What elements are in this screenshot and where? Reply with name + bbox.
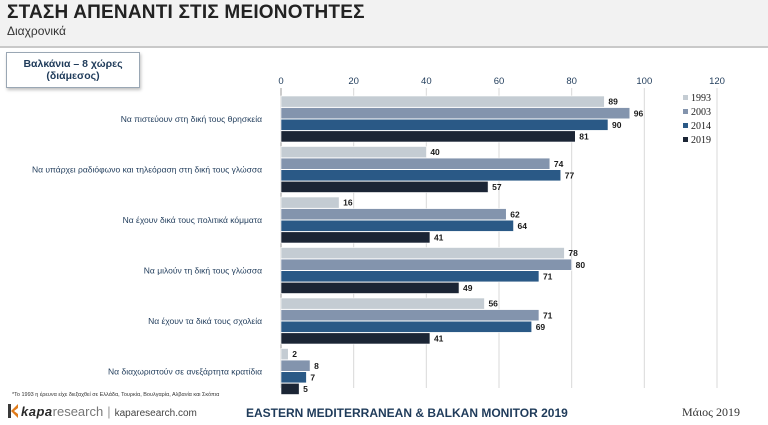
company-logo: kaparesearch | kaparesearch.com bbox=[8, 404, 197, 419]
category-label: Να υπάρχει ραδιόφωνο και τηλεόραση στη δ… bbox=[32, 165, 262, 175]
header-bar bbox=[0, 0, 768, 46]
bar bbox=[280, 281, 460, 294]
legend-swatch bbox=[683, 137, 688, 142]
category-label: Να μιλούν τη δική τους γλώσσα bbox=[144, 266, 262, 276]
legend-label: 1993 bbox=[691, 93, 711, 104]
region-label-line1: Βαλκάνια – 8 χώρες bbox=[23, 58, 123, 70]
data-label: 41 bbox=[434, 233, 444, 243]
bar bbox=[280, 247, 565, 259]
bar bbox=[280, 320, 532, 333]
legend-label: 2003 bbox=[691, 107, 711, 118]
data-label: 71 bbox=[543, 310, 553, 320]
data-label: 57 bbox=[492, 182, 502, 192]
bar bbox=[280, 231, 431, 244]
bar bbox=[280, 359, 311, 372]
x-tick-label: 100 bbox=[636, 76, 652, 87]
bar bbox=[280, 297, 485, 310]
logo-research-text: research bbox=[52, 404, 104, 419]
bar bbox=[280, 146, 427, 158]
logo-kapa-text: kapa bbox=[21, 404, 53, 419]
data-label: 16 bbox=[343, 198, 353, 208]
page-subtitle: Διαχρονικά bbox=[7, 24, 66, 38]
report-date: Μάιος 2019 bbox=[682, 405, 740, 419]
bar bbox=[280, 332, 431, 345]
data-label: 64 bbox=[518, 221, 528, 231]
category-label: Να πιστεύουν στη δική τους θρησκεία bbox=[121, 114, 262, 124]
bar bbox=[280, 371, 307, 384]
legend-swatch bbox=[683, 123, 688, 128]
data-label: 74 bbox=[554, 159, 564, 169]
data-label: 69 bbox=[536, 322, 546, 332]
region-label-box: Βαλκάνια – 8 χώρες (διάμεσος) bbox=[6, 52, 140, 88]
bar bbox=[280, 157, 551, 170]
bar bbox=[280, 208, 507, 221]
bar bbox=[280, 382, 300, 395]
data-label: 56 bbox=[488, 299, 498, 309]
header-divider bbox=[0, 46, 768, 48]
bar bbox=[280, 107, 631, 120]
legend-label: 2014 bbox=[691, 121, 711, 132]
bar bbox=[280, 219, 514, 232]
x-tick-label: 120 bbox=[709, 76, 725, 87]
data-label: 62 bbox=[510, 209, 520, 219]
bar bbox=[280, 169, 562, 182]
bar bbox=[280, 181, 489, 193]
x-tick-label: 40 bbox=[421, 76, 432, 87]
bar bbox=[280, 309, 540, 322]
bar bbox=[280, 130, 576, 143]
logo-mark-icon bbox=[8, 404, 18, 418]
page-title: ΣΤΑΣΗ ΑΠΕΝΑΝΤΙ ΣΤΙΣ ΜΕΙΟΝΟΤΗΤΕΣ bbox=[7, 2, 365, 23]
data-label: 8 bbox=[314, 361, 319, 371]
data-label: 96 bbox=[634, 108, 644, 118]
website-link[interactable]: kaparesearch.com bbox=[114, 408, 197, 419]
data-label: 5 bbox=[303, 384, 308, 394]
x-tick-label: 60 bbox=[494, 76, 505, 87]
legend-label: 2019 bbox=[691, 135, 711, 146]
bar bbox=[280, 348, 289, 360]
bar bbox=[280, 270, 540, 283]
data-label: 80 bbox=[576, 260, 586, 270]
data-label: 49 bbox=[463, 283, 473, 293]
bar bbox=[280, 258, 572, 271]
bar bbox=[280, 196, 340, 209]
bar bbox=[280, 95, 605, 108]
x-tick-label: 80 bbox=[566, 76, 577, 87]
data-label: 89 bbox=[608, 97, 618, 107]
x-tick-label: 0 bbox=[278, 76, 283, 87]
legend-swatch bbox=[683, 109, 688, 114]
footnote: *Το 1993 η έρευνα είχε διεξαχθεί σε Ελλά… bbox=[12, 392, 220, 398]
data-label: 2 bbox=[292, 349, 297, 359]
data-label: 77 bbox=[565, 170, 575, 180]
data-label: 41 bbox=[434, 334, 444, 344]
category-label: Να έχουν τα δικά τους σχολεία bbox=[148, 316, 262, 326]
x-tick-label: 20 bbox=[348, 76, 359, 87]
data-label: 78 bbox=[568, 248, 578, 258]
data-label: 90 bbox=[612, 120, 622, 130]
report-name: EASTERN MEDITERRANEAN & BALKAN MONITOR 2… bbox=[246, 406, 568, 420]
data-label: 71 bbox=[543, 271, 553, 281]
bar bbox=[280, 118, 609, 131]
legend-swatch bbox=[683, 95, 688, 100]
region-label-line2: (διάμεσος) bbox=[46, 70, 100, 82]
footer-separator: | bbox=[107, 404, 111, 419]
data-label: 81 bbox=[579, 132, 589, 142]
data-label: 7 bbox=[310, 372, 315, 382]
data-label: 40 bbox=[430, 147, 440, 157]
category-label: Να διαχωριστούν σε ανεξάρτητα κρατίδια bbox=[108, 367, 262, 377]
category-label: Να έχουν δικά τους πολιτικά κόμματα bbox=[123, 215, 262, 225]
